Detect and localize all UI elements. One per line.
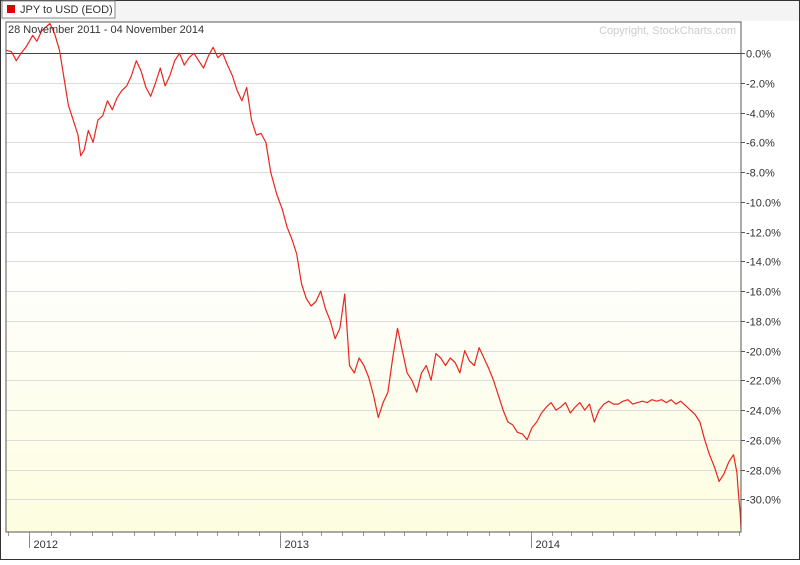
x-tick-label: 2013 bbox=[285, 539, 309, 551]
y-tick-label: -18.0% bbox=[746, 317, 781, 329]
series-line-jpy-usd bbox=[5, 22, 742, 530]
y-tick-label: -14.0% bbox=[746, 257, 781, 269]
y-tick-label: -20.0% bbox=[746, 347, 781, 359]
y-tick-label: -10.0% bbox=[746, 198, 781, 210]
y-tick-label: -28.0% bbox=[746, 466, 781, 478]
y-tick-label: -2.0% bbox=[746, 79, 775, 91]
y-tick-label: -8.0% bbox=[746, 168, 775, 180]
gridlines bbox=[6, 83, 741, 500]
y-tick-label: -24.0% bbox=[746, 406, 781, 418]
y-tick-label: -26.0% bbox=[746, 436, 781, 448]
y-tick-label: 0.0% bbox=[746, 49, 771, 61]
legend-box bbox=[1, 0, 116, 19]
y-tick-label: -4.0% bbox=[746, 109, 775, 121]
x-axis: 2012 2013 2014 bbox=[8, 532, 740, 551]
y-tick-label: -6.0% bbox=[746, 138, 775, 150]
copyright-text: Copyright, StockCharts.com bbox=[599, 25, 736, 37]
y-tick-label: -30.0% bbox=[746, 495, 781, 507]
plot-area bbox=[6, 22, 741, 532]
y-axis: 0.0% -2.0% -4.0% -6.0% -8.0% -10.0% -12.0% -14.… bbox=[741, 49, 781, 507]
y-tick-label: -12.0% bbox=[746, 228, 781, 240]
legend-swatch bbox=[7, 5, 15, 13]
x-tick-label: 2012 bbox=[34, 539, 58, 551]
legend-label: JPY to USD (EOD) bbox=[20, 4, 113, 16]
x-tick-label: 2014 bbox=[536, 539, 560, 551]
title-bar bbox=[1, 1, 799, 21]
date-range-label: 28 November 2011 - 04 November 2014 bbox=[8, 24, 204, 36]
y-tick-label: -16.0% bbox=[746, 287, 781, 299]
y-tick-label: -22.0% bbox=[746, 376, 781, 388]
legend: JPY to USD (EOD) bbox=[1, 0, 116, 19]
